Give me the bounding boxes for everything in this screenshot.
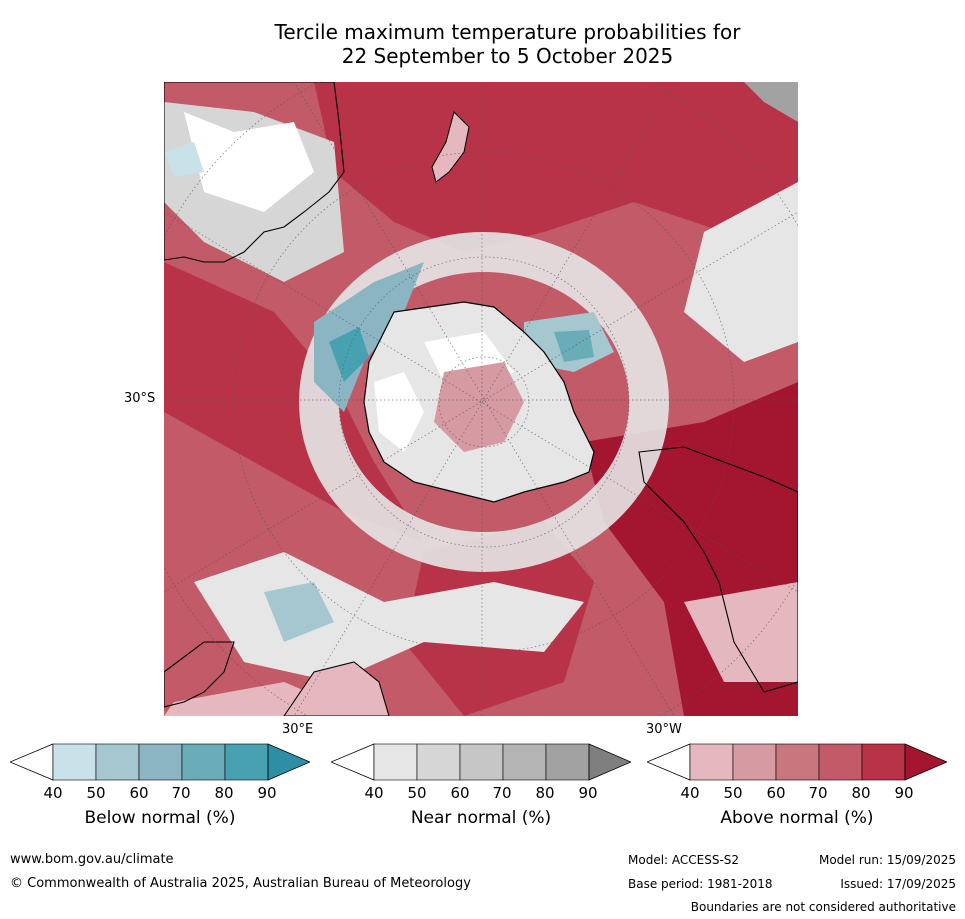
colorbar-swatch: [775, 743, 820, 781]
near-tick-70: 70: [492, 784, 512, 802]
below-normal-colorbar: [10, 743, 310, 781]
new-zealand-coastline: [431, 111, 470, 183]
below-tick-40: 40: [43, 784, 63, 802]
near-normal-colorbar: [331, 743, 631, 781]
near-normal-label: Near normal (%): [410, 808, 552, 828]
map-canvas: [164, 82, 798, 716]
model-run-date: Model run: 15/09/2025: [818, 853, 956, 867]
above-normal-label: Above normal (%): [720, 808, 874, 828]
above-tick-70: 70: [808, 784, 828, 802]
south-america-coastline: [638, 446, 798, 693]
above-normal-colorbar-swatches: [647, 743, 947, 781]
colorbar-min-extension: [10, 743, 54, 781]
above-normal-region-north: [314, 82, 798, 252]
issued-date: Issued: 17/09/2025: [840, 877, 956, 891]
probability-map: [164, 82, 798, 716]
southern-africa-coastline: [283, 661, 390, 716]
graticule: [164, 82, 798, 716]
lon-label-30e: 30°E: [282, 722, 314, 737]
above-tick-90: 90: [894, 784, 914, 802]
near-tick-80: 80: [535, 784, 555, 802]
below-normal-region-sw: [264, 582, 334, 642]
below-tick-50: 50: [86, 784, 106, 802]
below-normal-colorbar-swatches: [10, 743, 310, 781]
colorbar-swatch: [502, 743, 547, 781]
australia-coastline: [164, 82, 345, 263]
near-normal-ring: [299, 232, 669, 572]
colorbar-swatch: [95, 743, 140, 781]
colorbar-swatch: [818, 743, 863, 781]
colorbar-swatch: [689, 743, 734, 781]
base-period: Base period: 1981-2018: [628, 877, 773, 891]
near-normal-region-east: [684, 182, 798, 362]
below-tick-90: 90: [257, 784, 277, 802]
near-normal-region-ne: [744, 82, 798, 122]
website-link[interactable]: www.bom.gov.au/climate: [10, 852, 174, 867]
below-tick-80: 80: [214, 784, 234, 802]
near-tick-40: 40: [364, 784, 384, 802]
antarctica-above-normal-area: [434, 362, 524, 452]
lat-label-30s: 30°S: [124, 391, 156, 406]
colorbar-min-extension: [331, 743, 375, 781]
above-tick-80: 80: [851, 784, 871, 802]
above-tick-60: 60: [766, 784, 786, 802]
antarctica-neutral-area-west: [374, 372, 424, 452]
colorbar-swatch: [861, 743, 906, 781]
colorbar-swatch: [459, 743, 504, 781]
copyright-text: © Commonwealth of Australia 2025, Austra…: [10, 876, 471, 891]
near-normal-colorbar-swatches: [331, 743, 631, 781]
near-tick-60: 60: [450, 784, 470, 802]
lon-label-30w: 30°W: [646, 722, 682, 737]
above-normal-colorbar: [647, 743, 947, 781]
below-normal-region-nw: [164, 142, 204, 177]
title-line-1: Tercile maximum temperature probabilitie…: [274, 20, 741, 44]
model-name: Model: ACCESS-S2: [628, 853, 740, 867]
below-normal-label: Below normal (%): [84, 808, 236, 828]
near-normal-region-south: [194, 552, 584, 682]
title-line-2: 22 September to 5 October 2025: [341, 44, 674, 68]
colorbar-swatch: [52, 743, 97, 781]
colorbar-swatch: [224, 743, 269, 781]
colorbar-swatch: [416, 743, 461, 781]
below-tick-70: 70: [171, 784, 191, 802]
neutral-region-nw: [184, 112, 314, 212]
above-tick-50: 50: [723, 784, 743, 802]
boundaries-disclaimer: Boundaries are not considered authoritat…: [690, 900, 956, 914]
colorbar-max-extension: [588, 743, 631, 781]
below-normal-strong-region-west: [329, 327, 369, 382]
colorbar-swatch: [181, 743, 226, 781]
above-tick-40: 40: [680, 784, 700, 802]
colorbar-swatch: [373, 743, 418, 781]
colorbar-swatch: [545, 743, 590, 781]
colorbar-max-extension: [904, 743, 947, 781]
below-tick-60: 60: [129, 784, 149, 802]
map-title: Tercile maximum temperature probabilitie…: [160, 20, 855, 68]
africa-coastline: [164, 641, 235, 708]
colorbar-min-extension: [647, 743, 691, 781]
colorbar-swatch: [138, 743, 183, 781]
above-normal-weak-region-se: [684, 582, 798, 682]
colorbar-swatch: [732, 743, 777, 781]
near-tick-50: 50: [407, 784, 427, 802]
near-tick-90: 90: [578, 784, 598, 802]
below-normal-strong-region-east: [554, 330, 594, 362]
colorbar-max-extension: [267, 743, 310, 781]
